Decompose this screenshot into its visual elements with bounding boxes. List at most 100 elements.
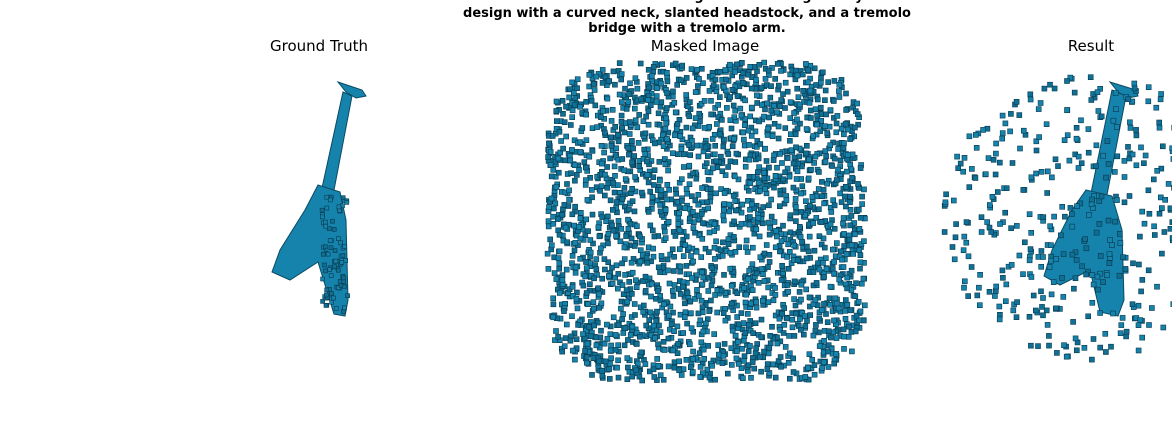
voxel [555, 333, 561, 340]
voxel [1169, 148, 1172, 154]
voxel [705, 288, 712, 294]
voxel [589, 211, 596, 218]
voxel [775, 82, 782, 89]
voxel [828, 209, 835, 215]
voxel [732, 332, 739, 339]
voxel [319, 214, 325, 220]
voxel [696, 350, 703, 357]
voxel [1090, 336, 1097, 342]
voxel [735, 361, 742, 367]
voxel [602, 358, 609, 365]
voxel [1063, 353, 1070, 360]
voxel [825, 328, 832, 335]
voxel [792, 196, 799, 202]
voxel [319, 207, 325, 213]
voxel [999, 112, 1006, 119]
voxel [963, 219, 970, 225]
voxel [798, 281, 805, 288]
voxel [806, 294, 813, 301]
voxel [776, 315, 783, 322]
voxel [576, 224, 583, 230]
voxel [836, 94, 843, 100]
voxel [813, 215, 820, 221]
voxel [727, 158, 734, 165]
voxel [1030, 292, 1037, 299]
voxel [583, 259, 589, 265]
voxel [605, 180, 612, 187]
voxel [556, 248, 563, 255]
voxel [700, 346, 707, 353]
voxel [664, 78, 671, 85]
voxel [734, 93, 741, 99]
voxel [1089, 272, 1095, 278]
voxel [693, 175, 700, 182]
voxel [753, 345, 759, 352]
voxel [707, 194, 714, 200]
voxel [600, 108, 606, 114]
voxel [626, 131, 633, 137]
voxel [985, 155, 992, 161]
voxel [733, 150, 740, 157]
voxel [780, 176, 787, 183]
voxel [1073, 125, 1080, 131]
voxel [792, 302, 799, 309]
voxel [335, 285, 341, 291]
voxel [634, 85, 641, 92]
voxel [595, 224, 602, 231]
voxel [609, 264, 615, 271]
voxel [601, 129, 608, 136]
voxel [993, 283, 1000, 290]
voxel [630, 145, 636, 152]
voxel [1027, 96, 1034, 103]
voxel [622, 325, 629, 331]
voxel [553, 98, 560, 105]
voxel [640, 118, 647, 124]
voxel [729, 327, 736, 334]
voxel [598, 300, 605, 307]
voxel [821, 244, 828, 251]
voxel [787, 115, 794, 121]
voxel [584, 340, 591, 347]
voxel [594, 124, 600, 130]
voxel [1075, 153, 1082, 160]
voxel [809, 194, 816, 200]
voxel [773, 228, 779, 234]
voxel [667, 303, 674, 310]
voxel [594, 272, 600, 278]
voxel [673, 126, 680, 132]
voxel [616, 60, 623, 66]
voxel [803, 126, 810, 132]
voxel [619, 260, 625, 267]
voxel [650, 245, 656, 252]
voxel [1097, 253, 1104, 259]
voxel [727, 265, 734, 272]
voxel [1053, 305, 1059, 312]
voxel [1100, 152, 1106, 159]
voxel [765, 125, 771, 132]
voxel [1035, 343, 1041, 349]
voxel [755, 215, 762, 221]
voxel [1000, 274, 1006, 281]
voxel [684, 320, 690, 327]
voxel [778, 277, 785, 283]
voxel [757, 141, 764, 147]
voxel [739, 80, 746, 86]
voxel [588, 98, 595, 104]
voxel [619, 282, 626, 288]
voxel [342, 305, 347, 311]
voxel [1027, 246, 1034, 252]
voxel [612, 124, 619, 130]
voxel [1127, 125, 1134, 131]
voxel [599, 67, 606, 73]
voxel [721, 272, 727, 278]
voxel [775, 135, 782, 142]
voxel [642, 273, 649, 280]
voxel [848, 213, 855, 219]
voxel [712, 292, 718, 298]
voxel [629, 198, 636, 204]
voxel [699, 304, 706, 311]
voxel [709, 136, 716, 142]
voxel [675, 151, 681, 157]
voxel [762, 186, 769, 192]
voxel [793, 144, 799, 151]
